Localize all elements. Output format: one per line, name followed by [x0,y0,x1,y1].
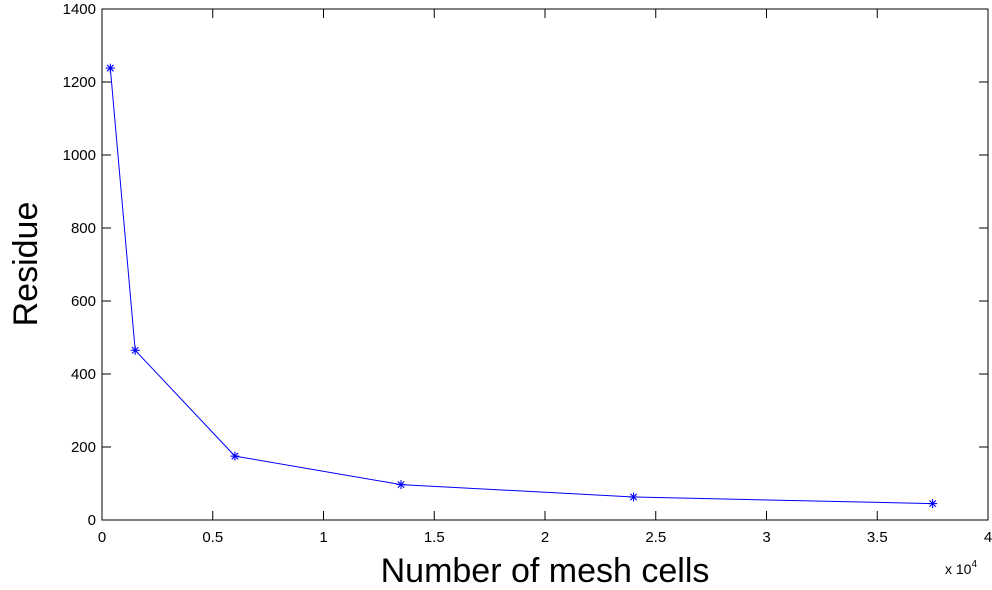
marker-stroke [630,493,638,501]
x-axis-multiplier: x 104 [945,559,977,577]
x-axis-multiplier-exponent: 4 [971,559,977,570]
y-tick-label: 800 [71,220,96,237]
data-point [928,499,938,509]
marker-stroke [231,452,239,460]
y-tick-label: 1000 [63,147,96,164]
data-point [230,451,240,461]
x-tick-label: 0 [98,529,106,546]
y-tick-label: 0 [88,512,96,529]
y-axis: 0 200 400 600 800 1000 1200 1400 [63,1,988,529]
x-tick-label: 2 [541,529,549,546]
y-tick-label: 400 [71,366,96,383]
marker-stroke [131,346,139,354]
y-tick-label: 200 [71,439,96,456]
marker-stroke [106,64,114,72]
data-point [105,63,115,73]
x-tick-label: 4 [984,529,992,546]
marker-stroke [397,481,405,489]
plot-area [101,8,989,521]
x-tick-label: 0.5 [202,529,223,546]
x-tick-label: 1.5 [424,529,445,546]
x-axis-multiplier-base: x 10 [945,561,972,577]
x-tick-label: 2.5 [645,529,666,546]
marker-stroke [929,500,937,508]
x-tick-label: 1 [319,529,327,546]
x-tick-label: 3 [762,529,770,546]
x-tick-label: 3.5 [867,529,888,546]
y-tick-label: 600 [71,293,96,310]
x-axis: 0 0.5 1 1.5 2 2.5 3 3.5 4 [98,9,992,546]
data-point [396,480,406,490]
data-point [130,345,140,355]
data-markers [105,63,938,509]
y-tick-label: 1200 [63,74,96,91]
y-axis-title: Residue [7,202,45,327]
x-axis-title: Number of mesh cells [381,552,710,590]
data-point [629,492,639,502]
series-line [109,68,933,505]
y-tick-label: 1400 [63,1,96,18]
